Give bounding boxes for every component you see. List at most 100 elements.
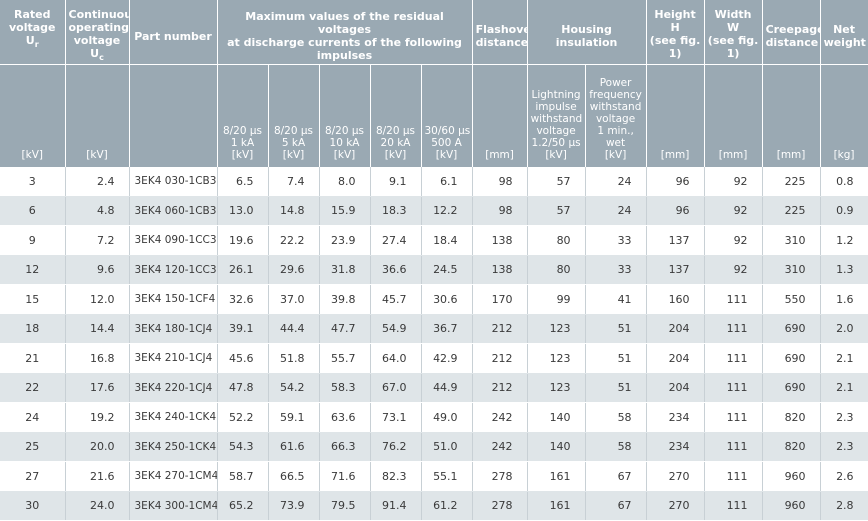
cell-width: 111	[704, 491, 763, 521]
cell-net-weight: 2.3	[820, 402, 868, 433]
cell-lightning: 123	[527, 314, 586, 345]
cell-res-20ka: 27.4	[370, 225, 422, 256]
cell-height: 270	[646, 461, 705, 492]
cell-res-1ka: 47.8	[217, 373, 269, 404]
cell-res-5ka: 73.9	[268, 491, 320, 521]
cell-flashover: 98	[472, 196, 528, 227]
cell-res-20ka: 82.3	[370, 461, 422, 492]
cell-res-5ka: 59.1	[268, 402, 320, 433]
cell-flashover: 138	[472, 255, 528, 286]
cell-rated-voltage: 15	[0, 284, 66, 315]
continuous-voltage-label: Continuousoperatingvoltage Uc	[68, 8, 129, 63]
cell-res-10ka: 66.3	[319, 432, 371, 463]
cell-rated-voltage: 12	[0, 255, 66, 286]
table-row: 6 4.8 3EK4 060-1CB3 13.0 14.8 15.9 18.3 12.2 98 5…	[0, 196, 868, 227]
cell-lightning: 57	[527, 166, 586, 197]
cell-res-20ka: 64.0	[370, 343, 422, 374]
cell-creepage: 690	[762, 343, 821, 374]
cell-width: 111	[704, 343, 763, 374]
cell-res-1ka: 19.6	[217, 225, 269, 256]
cell-net-weight: 0.8	[820, 166, 868, 197]
cell-rated-voltage: 6	[0, 196, 66, 227]
cell-height: 204	[646, 373, 705, 404]
cell-res-20ka: 9.1	[370, 166, 422, 197]
cell-res-5ka: 29.6	[268, 255, 320, 286]
cell-res-1ka: 6.5	[217, 166, 269, 197]
unit-part-number	[129, 64, 218, 167]
cell-continuous-voltage: 20.0	[65, 432, 130, 463]
cell-res-10ka: 39.8	[319, 284, 371, 315]
cell-continuous-voltage: 21.6	[65, 461, 130, 492]
cell-flashover: 278	[472, 491, 528, 521]
cell-res-20ka: 91.4	[370, 491, 422, 521]
cell-net-weight: 0.9	[820, 196, 868, 227]
cell-power-frequency: 33	[585, 225, 647, 256]
cell-height: 96	[646, 196, 705, 227]
cell-res-1ka: 32.6	[217, 284, 269, 315]
cell-power-frequency: 41	[585, 284, 647, 315]
cell-power-frequency: 24	[585, 196, 647, 227]
subheader-residual-500a: 30/60 µs 500 A [kV]	[421, 64, 473, 167]
cell-lightning: 161	[527, 461, 586, 492]
cell-rated-voltage: 25	[0, 432, 66, 463]
cell-res-5ka: 14.8	[268, 196, 320, 227]
unit-creepage: [mm]	[762, 64, 821, 167]
cell-rated-voltage: 24	[0, 402, 66, 433]
cell-res-1ka: 13.0	[217, 196, 269, 227]
cell-creepage: 960	[762, 491, 821, 521]
cell-height: 137	[646, 255, 705, 286]
cell-part-number: 3EK4 220-1CJ4	[129, 373, 218, 404]
cell-continuous-voltage: 7.2	[65, 225, 130, 256]
cell-res-5ka: 54.2	[268, 373, 320, 404]
cell-flashover: 242	[472, 432, 528, 463]
header-part-number: Part number	[129, 0, 218, 65]
cell-res-10ka: 55.7	[319, 343, 371, 374]
cell-power-frequency: 51	[585, 314, 647, 345]
unit-continuous-voltage: [kV]	[65, 64, 130, 167]
cell-continuous-voltage: 2.4	[65, 166, 130, 197]
cell-width: 92	[704, 255, 763, 286]
table-row: 27 21.6 3EK4 270-1CM4 58.7 66.5 71.6 82.3 55.1 2…	[0, 461, 868, 492]
cell-lightning: 57	[527, 196, 586, 227]
cell-res-20ka: 45.7	[370, 284, 422, 315]
header-height: Height H (see fig. 1)	[646, 0, 705, 65]
cell-res-10ka: 71.6	[319, 461, 371, 492]
cell-res-20ka: 67.0	[370, 373, 422, 404]
cell-width: 92	[704, 166, 763, 197]
cell-power-frequency: 58	[585, 402, 647, 433]
cell-part-number: 3EK4 210-1CJ4	[129, 343, 218, 374]
cell-res-1ka: 65.2	[217, 491, 269, 521]
header-net-weight: Net weight	[820, 0, 868, 65]
cell-creepage: 820	[762, 402, 821, 433]
cell-part-number: 3EK4 150-1CF4	[129, 284, 218, 315]
cell-power-frequency: 67	[585, 461, 647, 492]
cell-res-500a: 49.0	[421, 402, 473, 433]
cell-height: 234	[646, 432, 705, 463]
cell-flashover: 138	[472, 225, 528, 256]
cell-res-10ka: 79.5	[319, 491, 371, 521]
cell-res-5ka: 66.5	[268, 461, 320, 492]
cell-creepage: 690	[762, 373, 821, 404]
cell-net-weight: 2.1	[820, 343, 868, 374]
cell-lightning: 123	[527, 373, 586, 404]
cell-net-weight: 2.6	[820, 461, 868, 492]
cell-res-5ka: 51.8	[268, 343, 320, 374]
unit-width: [mm]	[704, 64, 763, 167]
header-flashover-distance: Flashoverdistance	[472, 0, 528, 65]
cell-width: 111	[704, 432, 763, 463]
cell-res-5ka: 37.0	[268, 284, 320, 315]
cell-lightning: 80	[527, 255, 586, 286]
cell-power-frequency: 67	[585, 491, 647, 521]
cell-creepage: 820	[762, 432, 821, 463]
cell-continuous-voltage: 24.0	[65, 491, 130, 521]
cell-height: 160	[646, 284, 705, 315]
cell-creepage: 960	[762, 461, 821, 492]
cell-res-5ka: 44.4	[268, 314, 320, 345]
cell-res-10ka: 15.9	[319, 196, 371, 227]
cell-net-weight: 2.3	[820, 432, 868, 463]
cell-net-weight: 2.8	[820, 491, 868, 521]
cell-lightning: 99	[527, 284, 586, 315]
cell-flashover: 212	[472, 314, 528, 345]
residual-label: Maximum values of the residual voltages a…	[227, 10, 462, 63]
